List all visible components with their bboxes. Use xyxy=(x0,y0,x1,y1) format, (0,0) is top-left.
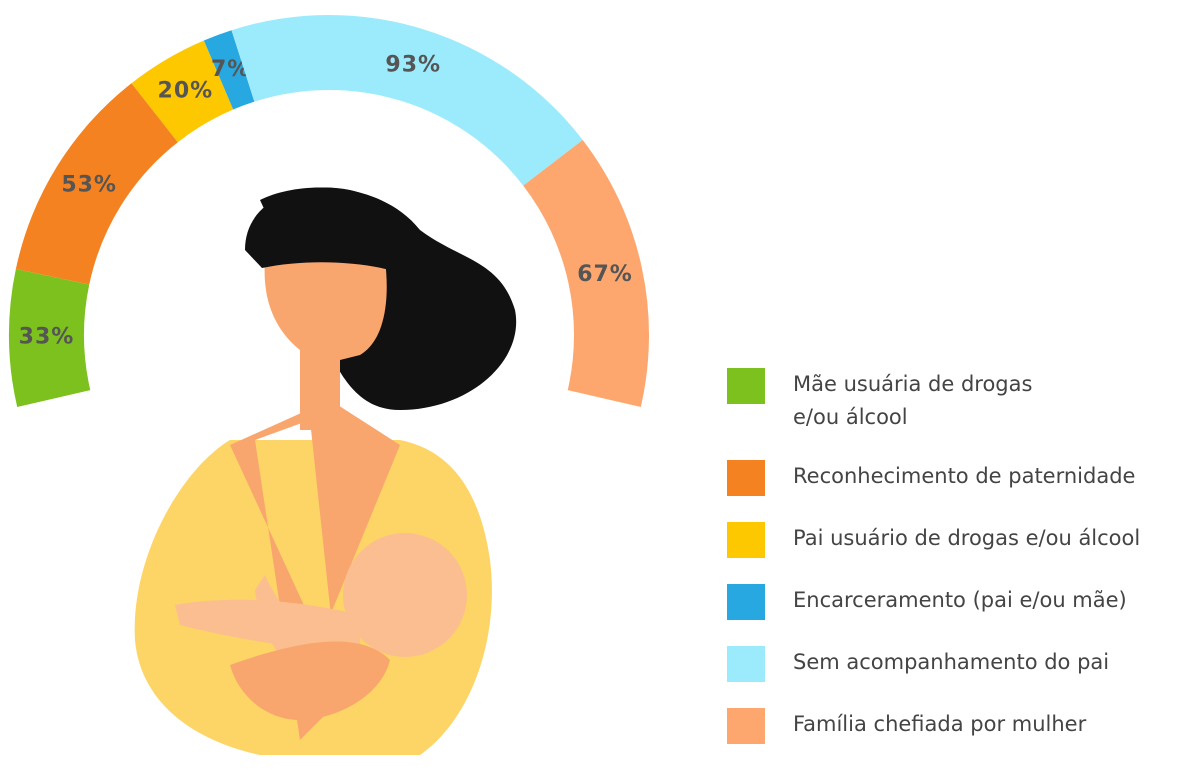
legend-swatch xyxy=(727,646,765,682)
legend: Mãe usuária de drogas e/ou álcool Reconhe… xyxy=(727,368,1140,770)
legend-label: Sem acompanhamento do pai xyxy=(793,650,1110,674)
legend-item: Encarceramento (pai e/ou mãe) xyxy=(727,584,1140,620)
legend-swatch xyxy=(727,522,765,558)
legend-label: Pai usuário de drogas e/ou álcool xyxy=(793,526,1141,550)
value-label: 20% xyxy=(158,79,214,104)
legend-item: Reconhecimento de paternidade xyxy=(727,460,1140,496)
arc-segment xyxy=(9,269,91,407)
illustration xyxy=(134,187,517,755)
legend-swatch xyxy=(727,460,765,496)
value-label: 53% xyxy=(61,173,117,198)
value-label: 93% xyxy=(385,52,441,77)
legend-swatch xyxy=(727,368,765,404)
legend-swatch xyxy=(727,584,765,620)
arc-segment xyxy=(203,30,255,110)
legend-swatch xyxy=(727,708,765,744)
arc-segment xyxy=(15,83,178,285)
legend-item: Mãe usuária de drogas e/ou álcool xyxy=(727,368,1140,434)
legend-item: Pai usuário de drogas e/ou álcool xyxy=(727,522,1140,558)
legend-label: Reconhecimento de paternidade xyxy=(793,464,1136,488)
arc-segment xyxy=(231,14,583,186)
legend-item: Sem acompanhamento do pai xyxy=(727,646,1140,682)
legend-item: Família chefiada por mulher xyxy=(727,708,1140,744)
legend-label: Encarceramento (pai e/ou mãe) xyxy=(793,588,1127,612)
arc-segment xyxy=(523,139,649,407)
value-label: 33% xyxy=(19,325,75,350)
legend-label: Mãe usuária de drogas e/ou álcool xyxy=(793,372,1033,429)
value-label: 67% xyxy=(577,262,633,287)
legend-label: Família chefiada por mulher xyxy=(793,712,1087,736)
arc-segment xyxy=(131,40,234,143)
